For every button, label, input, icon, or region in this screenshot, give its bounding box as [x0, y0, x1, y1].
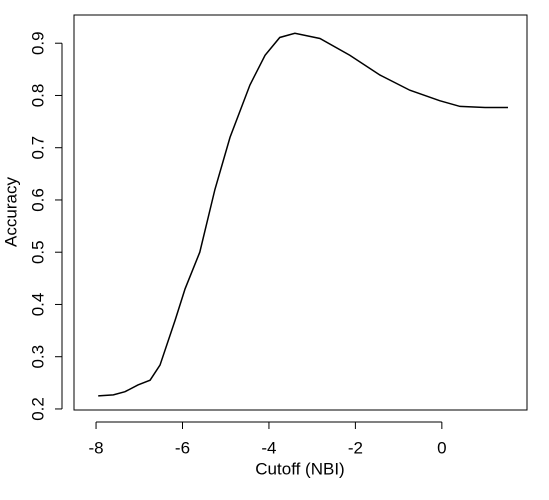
y-tick-label: 0.6: [28, 188, 47, 212]
data-line: [98, 32, 508, 397]
y-tick-label: 0.7: [28, 136, 47, 160]
x-axis-label: Cutoff (NBI): [255, 459, 344, 478]
x-tick-label: 0: [437, 438, 446, 457]
x-tick-label: -8: [88, 438, 103, 457]
y-tick-label: 0.2: [28, 397, 47, 421]
y-tick-label: 0.5: [28, 240, 47, 264]
y-tick-label: 0.9: [28, 31, 47, 55]
x-tick-label: -6: [175, 438, 190, 457]
y-axis-label: Accuracy: [1, 177, 20, 247]
x-tick-label: -2: [348, 438, 363, 457]
y-tick-label: 0.3: [28, 345, 47, 369]
y-tick-label: 0.4: [28, 293, 47, 317]
plot-frame: [73, 14, 528, 411]
x-tick-label: -4: [261, 438, 276, 457]
y-tick-label: 0.8: [28, 84, 47, 108]
